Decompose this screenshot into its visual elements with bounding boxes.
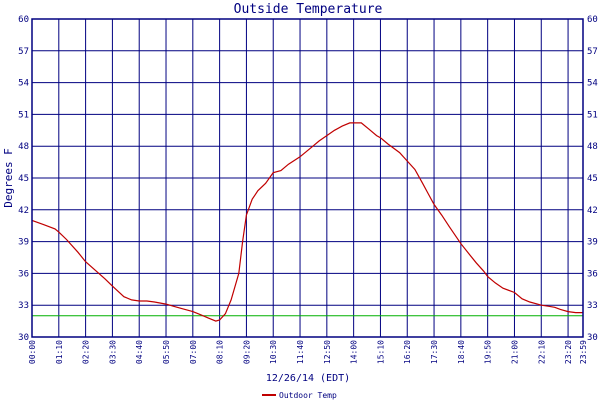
chart-title: Outside Temperature [234, 2, 383, 17]
x-tick-label: 21:00 [510, 340, 519, 364]
y-axis-right-ticks: 30 33 36 39 42 45 48 51 54 57 60 [587, 15, 598, 343]
x-tick-label: 02:20 [82, 340, 91, 364]
x-tick-label: 23:20 [564, 340, 573, 364]
y-tick-label-right: 30 [587, 333, 598, 343]
series-layer [31, 122, 583, 322]
y-tick-label-right: 54 [587, 79, 598, 89]
x-tick-label: 16:20 [403, 340, 412, 364]
legend-label: Outdoor Temp [279, 391, 337, 400]
x-tick-label: 19:50 [484, 340, 493, 364]
x-tick-label: 14:00 [350, 340, 359, 364]
series-line-outdoor-temp [31, 122, 583, 322]
x-tick-label: 07:00 [189, 340, 198, 364]
y-tick-label-right: 36 [587, 269, 598, 279]
y-tick-label-right: 42 [587, 206, 598, 216]
x-axis-ticks: 00:00 01:10 02:20 03:30 04:40 05:50 07:00 08:10… [28, 340, 588, 364]
x-tick-label: 00:00 [28, 340, 37, 364]
legend: Outdoor Temp [262, 391, 337, 400]
y-tick-label-left: 30 [18, 333, 29, 343]
x-axis-label: 12/26/14 (EDT) [266, 373, 350, 384]
x-tick-label: 10:30 [269, 340, 278, 364]
plot-area-border [31, 18, 584, 338]
x-tick-label: 18:40 [457, 340, 466, 364]
y-tick-label-right: 57 [587, 47, 598, 57]
y-tick-label-left: 45 [18, 174, 29, 184]
y-tick-label-left: 33 [18, 301, 29, 311]
x-tick-label: 09:20 [242, 340, 251, 364]
x-tick-label: 15:10 [376, 340, 385, 364]
x-tick-label: 08:10 [216, 340, 225, 364]
y-tick-label-right: 39 [587, 238, 598, 248]
y-tick-label-left: 48 [18, 142, 29, 152]
x-tick-label: 11:40 [296, 340, 305, 364]
y-tick-label-left: 60 [18, 15, 29, 25]
y-axis-left-ticks: 30 33 36 39 42 45 48 51 54 57 60 [18, 15, 29, 343]
y-tick-label-right: 33 [587, 301, 598, 311]
x-tick-label: 05:50 [162, 340, 171, 364]
x-tick-label: 22:10 [537, 340, 546, 364]
x-tick-label: 17:30 [430, 340, 439, 364]
x-tick-label: 12:50 [323, 340, 332, 364]
x-tick-label: 04:40 [135, 340, 144, 364]
x-tick-label: 01:10 [55, 340, 64, 364]
y-tick-label-right: 45 [587, 174, 598, 184]
x-tick-label: 03:30 [108, 340, 117, 364]
y-tick-label-right: 51 [587, 110, 598, 120]
y-tick-label-left: 36 [18, 269, 29, 279]
y-tick-label-left: 39 [18, 238, 29, 248]
y-tick-label-right: 60 [587, 15, 598, 25]
y-tick-label-left: 57 [18, 47, 29, 57]
y-tick-label-left: 54 [18, 79, 29, 89]
y-tick-label-left: 51 [18, 110, 29, 120]
y-axis-label: Degrees F [2, 148, 15, 208]
y-tick-label-right: 48 [587, 142, 598, 152]
x-tick-label: 23:59 [579, 340, 588, 364]
y-tick-label-left: 42 [18, 206, 29, 216]
